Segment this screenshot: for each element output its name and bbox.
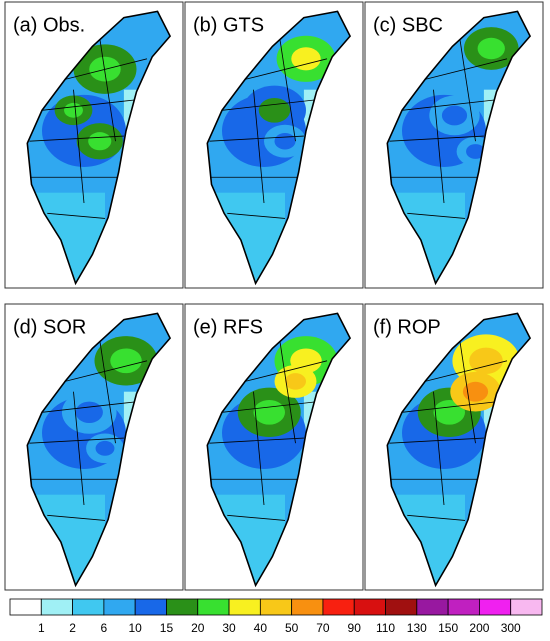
rain-core (258, 97, 291, 123)
rain-core (253, 399, 285, 425)
map-panel: (e) RFS (184, 303, 364, 591)
county-borders (389, 38, 508, 219)
colorbar-box (166, 598, 199, 616)
colorbar-label: 110 (376, 621, 395, 635)
colorbar-box (291, 598, 324, 616)
panel-label: (e) RFS (193, 316, 263, 338)
colorbar-box (197, 598, 230, 616)
rain-core (88, 132, 112, 151)
county-borders (389, 340, 508, 521)
colorbar-box (479, 598, 512, 616)
rain-core (274, 132, 296, 150)
rain-core (285, 373, 306, 390)
colorbar-box (447, 598, 480, 616)
colorbar-box (9, 598, 42, 616)
county-borders (209, 38, 328, 219)
colorbar-label: 150 (438, 621, 458, 635)
colorbar-box (416, 598, 449, 616)
colorbar-label: 15 (160, 621, 174, 635)
rain-core (441, 105, 468, 126)
rain-core (75, 401, 103, 424)
colorbar-label: 2 (69, 621, 76, 635)
colorbar-label: 1 (38, 621, 45, 635)
rain-core (64, 102, 83, 118)
colorbar-label: 20 (191, 621, 205, 635)
colorbar-label: 130 (407, 621, 427, 635)
county-borders (29, 38, 148, 219)
rain-core (95, 440, 115, 456)
map-panel: (a) Obs. (4, 1, 184, 289)
colorbar-box (510, 598, 543, 616)
panel-label: (b) GTS (193, 14, 264, 36)
rain-core (469, 347, 503, 374)
rain-core (110, 348, 142, 374)
colorbar-box (353, 598, 386, 616)
colorbar-box (385, 598, 418, 616)
rain-core (466, 144, 485, 159)
rain-core (291, 47, 321, 71)
colorbar-label: 10 (128, 621, 142, 635)
county-borders (29, 340, 148, 521)
county-borders (209, 340, 328, 521)
colorbar-box (72, 598, 105, 616)
colorbar-label: 70 (316, 621, 330, 635)
map-panel: (d) SOR (4, 303, 184, 591)
colorbar-box (228, 598, 261, 616)
panel-label: (d) SOR (13, 316, 86, 338)
colorbar-box (134, 598, 167, 616)
map-panel: (b) GTS (184, 1, 364, 289)
panel-label: (c) SBC (373, 14, 443, 36)
colorbar-label: 40 (254, 621, 268, 635)
colorbar-label: 200 (469, 621, 489, 635)
colorbar-box (322, 598, 355, 616)
colorbar-box (103, 598, 136, 616)
map-panel: (f) ROP (364, 303, 544, 591)
colorbar-label: 50 (285, 621, 299, 635)
colorbar-box (40, 598, 73, 616)
map-panel: (c) SBC (364, 1, 544, 289)
rain-core (462, 381, 489, 402)
colorbar-label: 300 (501, 621, 521, 635)
colorbar-label: 90 (348, 621, 362, 635)
colorbar-label: 6 (101, 621, 108, 635)
colorbar-box (259, 598, 293, 616)
rain-core (477, 37, 505, 60)
panel-label: (a) Obs. (13, 14, 85, 36)
colorbar-label: 30 (222, 621, 236, 635)
panel-label: (f) ROP (373, 316, 441, 338)
